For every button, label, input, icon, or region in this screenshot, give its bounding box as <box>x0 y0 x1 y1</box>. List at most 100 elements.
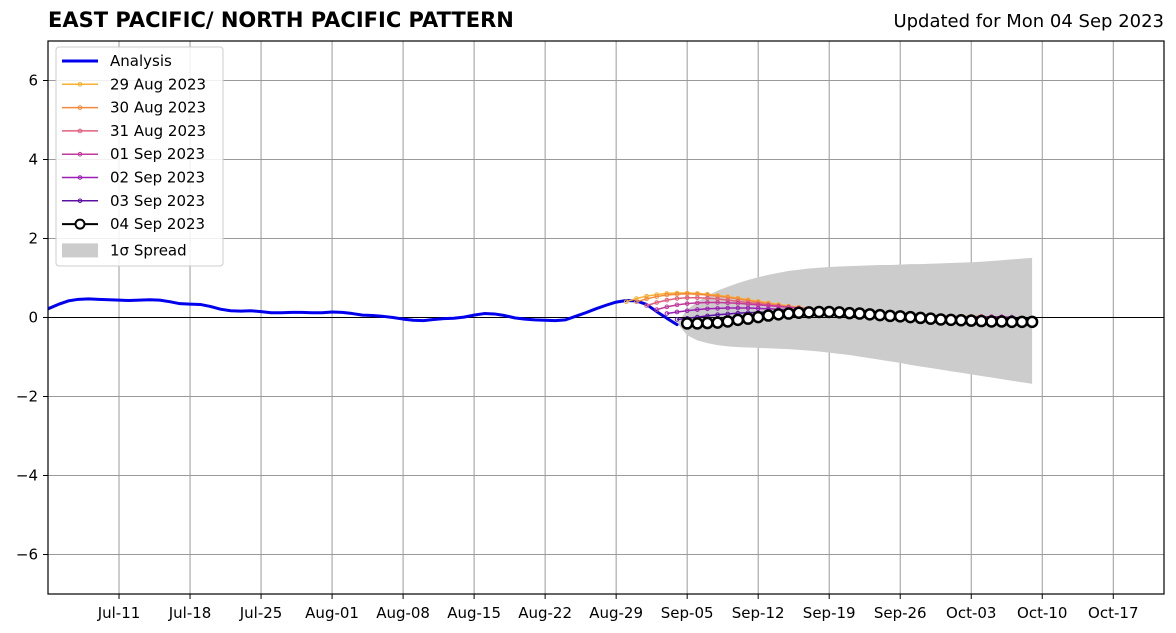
forecast-point <box>812 305 826 319</box>
legend-marker <box>77 151 83 157</box>
forecast-point <box>680 317 694 330</box>
forecast-point <box>1015 315 1029 329</box>
forecast-point <box>745 305 751 311</box>
forecast-point <box>735 300 741 306</box>
legend-label: 04 Sep 2023 <box>110 215 205 233</box>
forecast-point <box>975 314 988 328</box>
forecast-point <box>654 300 660 305</box>
forecast-point <box>691 317 704 330</box>
forecast-point <box>644 296 649 302</box>
forecast-point <box>731 313 745 327</box>
legend-item: 04 Sep 2023 <box>62 215 205 233</box>
forecast-point <box>944 313 958 327</box>
legend-label: Analysis <box>110 52 172 70</box>
x-tick-label: Aug-01 <box>305 604 359 622</box>
forecast-point <box>873 308 887 322</box>
x-tick-label: Aug-08 <box>376 604 430 622</box>
forecast-point <box>684 308 690 314</box>
x-tick-label: Jul-18 <box>168 604 212 622</box>
forecast-point <box>985 315 998 328</box>
forecast-point <box>695 295 700 301</box>
legend-marker <box>77 175 83 180</box>
forecast-point <box>741 312 755 325</box>
forecast-point <box>623 299 629 305</box>
forecast-point <box>674 302 680 308</box>
forecast-point <box>751 310 765 324</box>
y-tick-label: 6 <box>28 72 38 90</box>
chart-title: EAST PACIFIC/ NORTH PACIFIC PATTERN <box>48 8 514 32</box>
forecast-point <box>725 305 731 311</box>
forecast-point <box>822 305 836 319</box>
forecast-point <box>654 307 660 312</box>
x-tick-label: Aug-22 <box>518 604 572 622</box>
forecast-point <box>721 315 734 328</box>
forecast-point <box>684 301 690 306</box>
forecast-point <box>674 309 680 315</box>
forecast-point <box>904 310 917 324</box>
forecast-point <box>792 306 806 320</box>
forecast-point <box>705 295 710 301</box>
legend-label: 30 Aug 2023 <box>110 99 206 117</box>
x-tick-label: Aug-29 <box>589 604 643 622</box>
forecast-point <box>954 314 968 327</box>
forecast-point <box>893 310 907 323</box>
x-tick-label: Oct-10 <box>1017 604 1067 622</box>
legend-label: 1σ Spread <box>110 241 187 259</box>
plot-area <box>48 257 1164 384</box>
legend-item: 29 Aug 2023 <box>62 75 206 93</box>
forecast-point <box>802 306 816 319</box>
forecast-point <box>762 309 775 322</box>
forecast-point <box>705 306 710 312</box>
legend-item: 30 Aug 2023 <box>62 99 206 117</box>
forecast-point <box>725 297 731 303</box>
y-tick-label: 4 <box>28 151 38 169</box>
forecast-point <box>843 306 856 320</box>
forecast-point <box>705 300 710 305</box>
legend-box <box>55 46 224 267</box>
forecast-point <box>853 307 866 320</box>
forecast-point <box>654 294 660 299</box>
forecast-point <box>684 295 690 301</box>
legend-label: 02 Sep 2023 <box>110 169 205 187</box>
y-tick-label: −4 <box>16 467 38 485</box>
legend-item: 1σ Spread <box>62 241 187 259</box>
forecast-point <box>664 311 670 316</box>
y-tick-label: −6 <box>16 546 38 564</box>
forecast-point <box>711 316 724 329</box>
chart-subtitle: Updated for Mon 04 Sep 2023 <box>893 11 1164 32</box>
forecast-series-sep04 <box>680 305 1039 330</box>
forecast-point <box>725 295 731 300</box>
forecast-point <box>664 292 670 298</box>
y-tick-label: 2 <box>28 230 38 248</box>
legend-item: 31 Aug 2023 <box>62 122 206 140</box>
legend-item: Analysis <box>62 52 172 70</box>
forecast-point <box>644 293 649 299</box>
legend: Analysis 29 Aug 2023 30 Aug 2023 31 Aug 202… <box>55 46 224 267</box>
forecast-point <box>782 307 795 320</box>
x-tick-label: Jul-25 <box>239 604 283 622</box>
forecast-point <box>883 309 897 323</box>
forecast-point <box>715 306 720 311</box>
forecast-point <box>934 313 948 326</box>
forecast-point <box>995 315 1008 328</box>
forecast-point <box>914 311 927 325</box>
x-tick-label: Oct-17 <box>1088 604 1138 622</box>
legend-marker <box>74 218 86 230</box>
forecast-point <box>863 308 877 321</box>
forecast-point <box>664 297 670 303</box>
legend-marker <box>77 198 83 204</box>
legend-item: 02 Sep 2023 <box>62 169 205 187</box>
forecast-point <box>772 308 785 321</box>
forecast-point <box>674 291 680 297</box>
x-tick-label: Aug-15 <box>447 604 501 622</box>
forecast-point <box>674 296 680 301</box>
legend-label: 31 Aug 2023 <box>110 122 206 140</box>
forecast-point <box>701 316 714 330</box>
legend-label: 01 Sep 2023 <box>110 145 205 163</box>
forecast-point <box>695 307 700 312</box>
forecast-point <box>924 312 937 325</box>
x-tick-label: Sep-05 <box>661 604 714 622</box>
legend-marker <box>77 128 83 134</box>
legend-item: 03 Sep 2023 <box>62 192 205 210</box>
forecast-point <box>674 317 680 322</box>
